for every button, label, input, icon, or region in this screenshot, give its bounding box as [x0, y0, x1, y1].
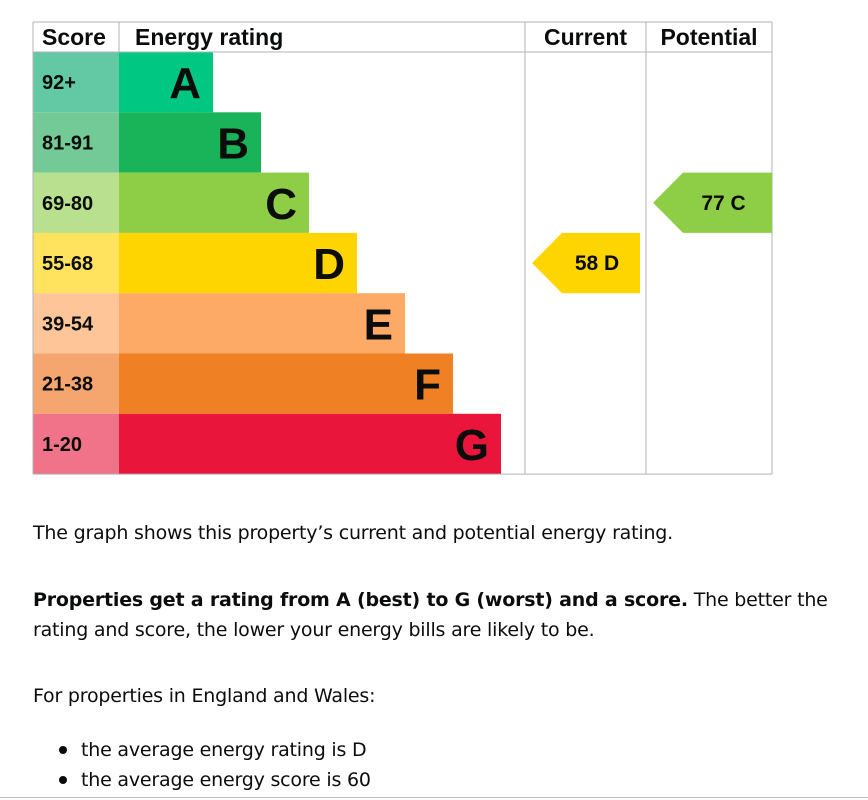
average-rating-item: the average energy rating is D: [33, 735, 371, 765]
score-range-label: 81-91: [42, 132, 93, 154]
score-cell-a: [33, 52, 119, 113]
band-letter-b: B: [217, 119, 249, 168]
ratings-explanation-rest: The better the rating and score, the low…: [33, 589, 828, 641]
header-potential: Potential: [660, 24, 757, 50]
score-cell-d: [33, 232, 119, 294]
band-bar-c: [119, 172, 309, 233]
potential-rating-label: 77 C: [701, 192, 745, 215]
current-arrow: [532, 232, 640, 294]
band-bar-a: [119, 52, 213, 113]
band-letter-e: E: [364, 300, 393, 349]
bullet-icon: [59, 776, 67, 784]
score-range-label: 1-20: [42, 434, 82, 456]
band-letter-c: C: [265, 180, 297, 229]
band-letter-d: D: [313, 240, 345, 289]
bullet-icon: [59, 746, 67, 754]
header-score: Score: [42, 24, 106, 50]
epc-chart: 92+ A 81-91 B 69-80 C 55-68 D 39-54 E 21-38 F 1-20 G S…: [32, 21, 773, 475]
score-range-label: 92+: [42, 72, 76, 94]
band-bar-d: [119, 232, 357, 294]
band-bar-e: [119, 293, 405, 354]
potential-arrow: [653, 172, 772, 233]
score-range-label: 55-68: [42, 253, 93, 275]
average-rating-text: the average energy rating is D: [81, 739, 367, 761]
graph-caption: The graph shows this property’s current …: [33, 522, 673, 544]
header-current: Current: [544, 24, 627, 50]
band-letter-a: A: [169, 59, 201, 108]
average-score-item: the average energy score is 60: [33, 765, 371, 795]
score-range-label: 69-80: [42, 193, 93, 215]
score-cell-f: [33, 353, 119, 414]
bottom-divider: [0, 797, 868, 798]
band-bar-b: [119, 112, 261, 173]
score-cell-b: [33, 112, 119, 173]
band-letter-g: G: [455, 421, 489, 470]
header-energy-rating: Energy rating: [135, 24, 283, 50]
average-score-text: the average energy score is 60: [81, 769, 371, 791]
england-wales-intro: For properties in England and Wales:: [33, 685, 376, 707]
ratings-explanation: Properties get a rating from A (best) to…: [33, 585, 833, 645]
score-cell-g: [33, 413, 119, 475]
score-cell-c: [33, 172, 119, 233]
score-cell-e: [33, 293, 119, 354]
band-bar-f: [119, 353, 453, 414]
averages-list: the average energy rating is D the avera…: [33, 735, 371, 795]
score-range-label: 21-38: [42, 374, 93, 396]
score-range-label: 39-54: [42, 313, 94, 335]
current-rating-label: 58 D: [575, 252, 619, 275]
ratings-explanation-bold: Properties get a rating from A (best) to…: [33, 589, 688, 611]
band-letter-f: F: [414, 361, 441, 410]
band-bar-g: [119, 413, 501, 475]
